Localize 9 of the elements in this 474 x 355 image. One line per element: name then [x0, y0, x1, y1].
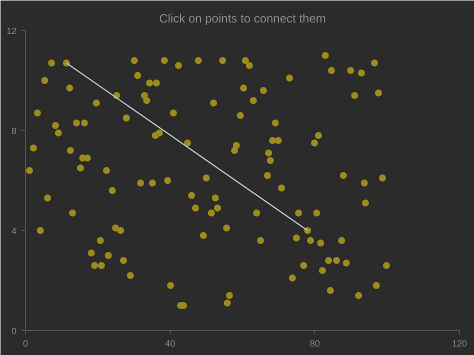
y-tick-label: 0: [11, 326, 17, 336]
x-tick-label: 40: [165, 338, 176, 348]
x-tick-label: 0: [22, 338, 28, 348]
x-tick-label: 120: [452, 338, 468, 348]
chart-title: Click on points to connect them: [159, 12, 326, 26]
y-tick-label: 12: [6, 26, 17, 36]
y-tick-label: 8: [11, 126, 17, 136]
y-tick-label: 4: [11, 226, 17, 236]
x-tick-label: 80: [310, 338, 320, 348]
